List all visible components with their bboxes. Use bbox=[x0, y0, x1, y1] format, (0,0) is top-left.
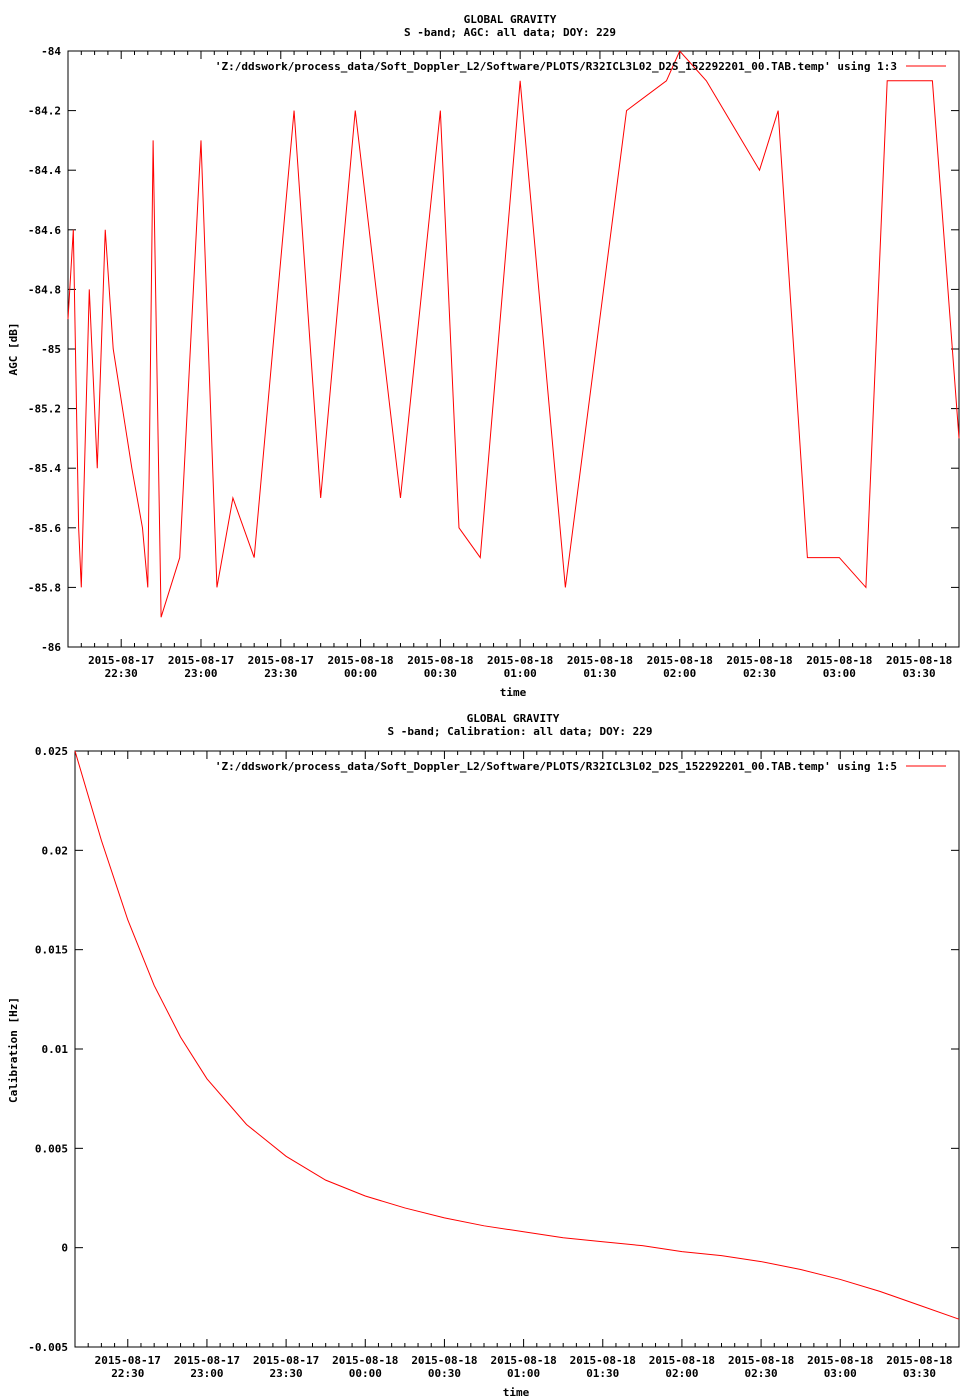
calibration-x-tick-date: 2015-08-17 bbox=[174, 1354, 240, 1367]
agc-chart-subtitle: S -band; AGC: all data; DOY: 229 bbox=[404, 26, 616, 39]
calibration-chart-subtitle: S -band; Calibration: all data; DOY: 229 bbox=[388, 725, 653, 738]
calibration-x-tick-date: 2015-08-18 bbox=[886, 1354, 952, 1367]
agc-y-tick-label: -85.8 bbox=[28, 581, 61, 594]
calibration-chart-title: GLOBAL GRAVITY bbox=[467, 712, 560, 725]
agc-x-tick-time: 01:30 bbox=[583, 667, 616, 680]
agc-x-tick-date: 2015-08-17 bbox=[168, 654, 234, 667]
calibration-y-tick-label: -0.005 bbox=[28, 1341, 68, 1354]
agc-x-tick-date: 2015-08-18 bbox=[726, 654, 792, 667]
calibration-y-tick-label: 0 bbox=[61, 1242, 68, 1255]
agc-x-tick-time: 03:00 bbox=[823, 667, 856, 680]
calibration-x-tick-time: 00:00 bbox=[349, 1367, 382, 1380]
agc-x-tick-time: 00:30 bbox=[424, 667, 457, 680]
calibration-chart: GLOBAL GRAVITY S -band; Calibration: all… bbox=[7, 712, 960, 1399]
calibration-x-tick-time: 23:00 bbox=[190, 1367, 223, 1380]
agc-x-tick-time: 02:00 bbox=[663, 667, 696, 680]
agc-x-tick-time: 02:30 bbox=[743, 667, 776, 680]
calibration-x-tick-date: 2015-08-18 bbox=[411, 1354, 477, 1367]
calibration-series-group bbox=[74, 750, 960, 1320]
calibration-y-axis: 0.025 0.02 0.015 0.01 0.005 0 -0.005 bbox=[28, 745, 959, 1354]
calibration-series-line bbox=[74, 750, 960, 1320]
agc-chart-title: GLOBAL GRAVITY bbox=[464, 13, 557, 26]
calibration-y-tick-label: 0.02 bbox=[42, 844, 69, 857]
agc-legend-label: 'Z:/ddswork/process_data/Soft_Doppler_L2… bbox=[215, 60, 897, 73]
calibration-x-tick-date: 2015-08-17 bbox=[253, 1354, 319, 1367]
agc-y-tick-label: -84.8 bbox=[28, 283, 61, 296]
calibration-x-tick-date: 2015-08-18 bbox=[807, 1354, 873, 1367]
agc-x-tick-time: 22:30 bbox=[105, 667, 138, 680]
agc-y-tick-label: -86 bbox=[41, 641, 61, 654]
agc-y-axis: -84 -84.2 -84.4 -84.6 -84.8 -85 -85.2 -85.4 -85.… bbox=[28, 45, 959, 654]
calibration-x-tick-time: 03:30 bbox=[903, 1367, 936, 1380]
agc-x-tick-date: 2015-08-18 bbox=[327, 654, 393, 667]
calibration-x-tick-date: 2015-08-17 bbox=[95, 1354, 161, 1367]
agc-series-group bbox=[67, 50, 960, 618]
agc-y-tick-label: -85.2 bbox=[28, 403, 61, 416]
calibration-x-tick-time: 03:00 bbox=[824, 1367, 857, 1380]
agc-y-tick-label: -85.4 bbox=[28, 462, 61, 475]
agc-x-tick-date: 2015-08-18 bbox=[487, 654, 553, 667]
calibration-y-tick-label: 0.005 bbox=[35, 1142, 68, 1155]
calibration-y-tick-label: 0.025 bbox=[35, 745, 68, 758]
agc-x-axis-label: time bbox=[500, 686, 527, 699]
calibration-legend-label: 'Z:/ddswork/process_data/Soft_Doppler_L2… bbox=[215, 760, 897, 773]
calibration-x-tick-time: 00:30 bbox=[428, 1367, 461, 1380]
agc-x-axis: 2015-08-1722:302015-08-1723:002015-08-17… bbox=[67, 51, 960, 680]
agc-chart: GLOBAL GRAVITY S -band; AGC: all data; D… bbox=[7, 13, 960, 699]
agc-x-tick-date: 2015-08-17 bbox=[88, 654, 154, 667]
agc-y-tick-label: -85 bbox=[41, 343, 61, 356]
agc-series-line bbox=[67, 50, 960, 618]
agc-x-tick-date: 2015-08-18 bbox=[567, 654, 633, 667]
calibration-x-tick-time: 22:30 bbox=[111, 1367, 144, 1380]
agc-x-tick-date: 2015-08-18 bbox=[407, 654, 473, 667]
agc-x-tick-time: 01:00 bbox=[504, 667, 537, 680]
calibration-x-tick-date: 2015-08-18 bbox=[728, 1354, 794, 1367]
calibration-y-axis-label: Calibration [Hz] bbox=[7, 997, 20, 1103]
calibration-y-tick-label: 0.01 bbox=[42, 1043, 69, 1056]
calibration-x-tick-time: 23:30 bbox=[270, 1367, 303, 1380]
agc-y-tick-label: -85.6 bbox=[28, 522, 61, 535]
calibration-y-tick-label: 0.015 bbox=[35, 944, 68, 957]
calibration-x-tick-date: 2015-08-18 bbox=[649, 1354, 715, 1367]
calibration-x-axis: 2015-08-1722:302015-08-1723:002015-08-17… bbox=[74, 751, 960, 1380]
calibration-x-tick-time: 02:00 bbox=[665, 1367, 698, 1380]
agc-y-tick-label: -84.6 bbox=[28, 224, 61, 237]
agc-x-tick-date: 2015-08-17 bbox=[248, 654, 314, 667]
agc-y-tick-label: -84.2 bbox=[28, 105, 61, 118]
agc-x-tick-date: 2015-08-18 bbox=[647, 654, 713, 667]
agc-x-tick-time: 23:00 bbox=[184, 667, 217, 680]
agc-x-tick-time: 23:30 bbox=[264, 667, 297, 680]
calibration-x-tick-time: 01:30 bbox=[586, 1367, 619, 1380]
agc-y-tick-label: -84 bbox=[41, 45, 61, 58]
calibration-x-tick-time: 02:30 bbox=[745, 1367, 778, 1380]
agc-x-tick-date: 2015-08-18 bbox=[806, 654, 872, 667]
calibration-x-tick-time: 01:00 bbox=[507, 1367, 540, 1380]
agc-y-tick-label: -84.4 bbox=[28, 164, 61, 177]
agc-y-axis-label: AGC [dB] bbox=[7, 323, 20, 376]
calibration-x-tick-date: 2015-08-18 bbox=[490, 1354, 556, 1367]
calibration-x-tick-date: 2015-08-18 bbox=[570, 1354, 636, 1367]
agc-x-tick-date: 2015-08-18 bbox=[886, 654, 952, 667]
agc-x-tick-time: 00:00 bbox=[344, 667, 377, 680]
calibration-x-tick-date: 2015-08-18 bbox=[332, 1354, 398, 1367]
agc-x-tick-time: 03:30 bbox=[903, 667, 936, 680]
calibration-x-axis-label: time bbox=[503, 1386, 530, 1399]
